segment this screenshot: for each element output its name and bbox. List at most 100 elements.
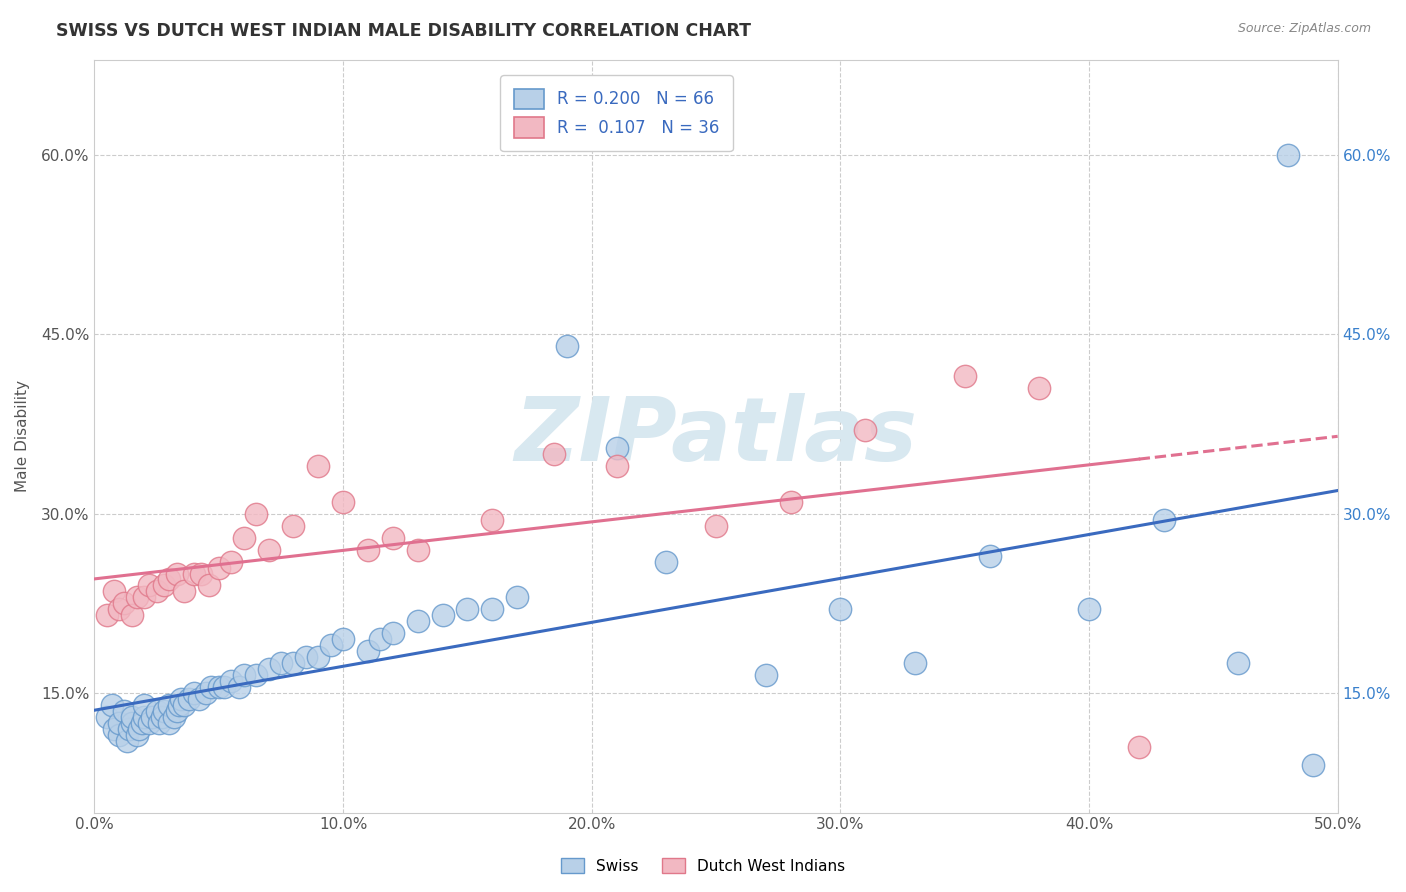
Point	[115, 734, 138, 748]
Point	[228, 680, 250, 694]
Point	[112, 704, 135, 718]
Point	[195, 686, 218, 700]
Point	[853, 423, 876, 437]
Point	[200, 680, 222, 694]
Point	[381, 531, 404, 545]
Point	[1078, 602, 1101, 616]
Point	[432, 608, 454, 623]
Point	[170, 692, 193, 706]
Point	[103, 584, 125, 599]
Point	[183, 686, 205, 700]
Point	[506, 591, 529, 605]
Point	[1277, 148, 1299, 162]
Point	[307, 650, 329, 665]
Point	[953, 369, 976, 384]
Point	[245, 507, 267, 521]
Point	[381, 626, 404, 640]
Point	[134, 710, 156, 724]
Point	[125, 728, 148, 742]
Legend: Swiss, Dutch West Indians: Swiss, Dutch West Indians	[555, 852, 851, 880]
Point	[138, 715, 160, 730]
Point	[153, 704, 176, 718]
Point	[148, 715, 170, 730]
Point	[131, 715, 153, 730]
Point	[141, 710, 163, 724]
Point	[319, 638, 342, 652]
Point	[307, 458, 329, 473]
Point	[134, 698, 156, 712]
Point	[166, 704, 188, 718]
Point	[456, 602, 478, 616]
Point	[904, 656, 927, 670]
Point	[108, 715, 131, 730]
Point	[295, 650, 318, 665]
Point	[96, 608, 118, 623]
Point	[118, 722, 141, 736]
Point	[198, 578, 221, 592]
Point	[101, 698, 124, 712]
Point	[121, 608, 143, 623]
Point	[406, 542, 429, 557]
Point	[332, 632, 354, 647]
Point	[177, 692, 200, 706]
Point	[555, 339, 578, 353]
Point	[357, 644, 380, 658]
Point	[173, 584, 195, 599]
Y-axis label: Male Disability: Male Disability	[15, 380, 30, 492]
Point	[145, 584, 167, 599]
Point	[270, 656, 292, 670]
Point	[1128, 739, 1150, 754]
Point	[190, 566, 212, 581]
Point	[183, 566, 205, 581]
Point	[173, 698, 195, 712]
Point	[830, 602, 852, 616]
Point	[96, 710, 118, 724]
Point	[257, 662, 280, 676]
Point	[145, 704, 167, 718]
Point	[406, 615, 429, 629]
Point	[755, 668, 778, 682]
Legend: R = 0.200   N = 66, R =  0.107   N = 36: R = 0.200 N = 66, R = 0.107 N = 36	[501, 76, 733, 151]
Point	[1227, 656, 1250, 670]
Point	[208, 680, 231, 694]
Point	[108, 602, 131, 616]
Point	[153, 578, 176, 592]
Point	[108, 728, 131, 742]
Point	[332, 495, 354, 509]
Point	[166, 566, 188, 581]
Point	[481, 513, 503, 527]
Point	[163, 710, 186, 724]
Point	[481, 602, 503, 616]
Point	[1302, 757, 1324, 772]
Point	[125, 591, 148, 605]
Point	[370, 632, 392, 647]
Point	[979, 549, 1001, 563]
Point	[138, 578, 160, 592]
Point	[128, 722, 150, 736]
Point	[208, 560, 231, 574]
Point	[232, 531, 254, 545]
Point	[150, 710, 173, 724]
Point	[103, 722, 125, 736]
Point	[1153, 513, 1175, 527]
Point	[283, 656, 305, 670]
Point	[543, 447, 565, 461]
Text: Source: ZipAtlas.com: Source: ZipAtlas.com	[1237, 22, 1371, 36]
Point	[232, 668, 254, 682]
Point	[1028, 381, 1050, 395]
Point	[187, 692, 209, 706]
Point	[257, 542, 280, 557]
Point	[779, 495, 801, 509]
Point	[134, 591, 156, 605]
Point	[704, 518, 727, 533]
Point	[121, 715, 143, 730]
Text: ZIPatlas: ZIPatlas	[515, 392, 918, 480]
Point	[212, 680, 235, 694]
Point	[245, 668, 267, 682]
Point	[157, 698, 180, 712]
Point	[606, 458, 628, 473]
Text: SWISS VS DUTCH WEST INDIAN MALE DISABILITY CORRELATION CHART: SWISS VS DUTCH WEST INDIAN MALE DISABILI…	[56, 22, 751, 40]
Point	[157, 573, 180, 587]
Point	[219, 555, 242, 569]
Point	[283, 518, 305, 533]
